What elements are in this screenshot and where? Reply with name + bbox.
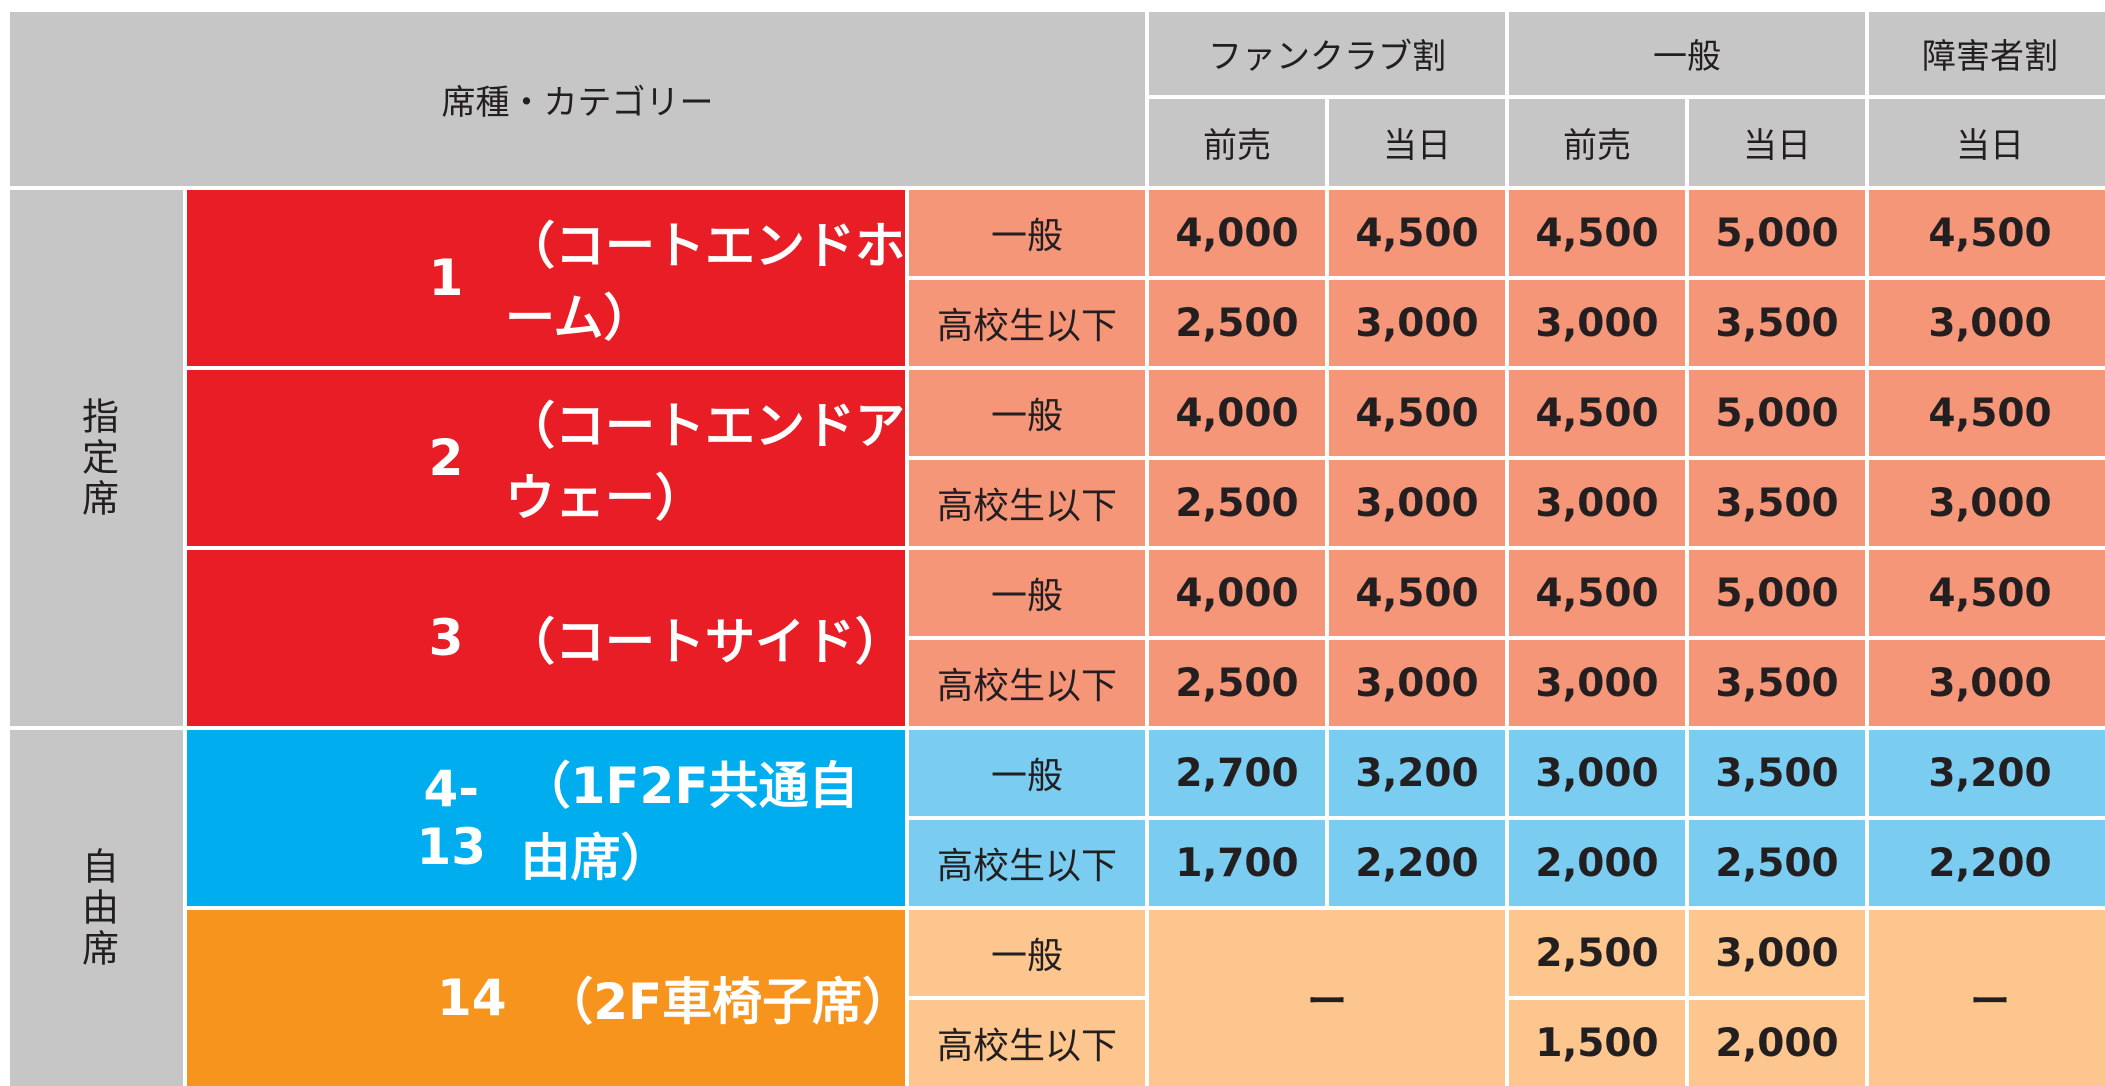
category-header: 席種・カテゴリー bbox=[10, 12, 1145, 186]
row-label-student: 高校生以下 bbox=[909, 820, 1145, 906]
price-cell: 2,200 bbox=[1869, 820, 2105, 906]
price-cell: 2,500 bbox=[1149, 460, 1325, 546]
price-cell: 4,000 bbox=[1149, 190, 1325, 276]
category-label: （コートエンドアウェー） bbox=[505, 397, 905, 527]
price-cell: 2,200 bbox=[1329, 820, 1505, 906]
price-cell: 3,000 bbox=[1329, 460, 1505, 546]
category-number: 2 bbox=[428, 429, 464, 487]
price-cell: 2,500 bbox=[1689, 820, 1865, 906]
category-label: （コートエンドホーム） bbox=[505, 217, 905, 347]
row-label-student: 高校生以下 bbox=[909, 280, 1145, 366]
disability-day-header: 当日 bbox=[1869, 99, 2105, 186]
price-cell: 3,000 bbox=[1689, 910, 1865, 996]
price-cell: 2,500 bbox=[1149, 640, 1325, 726]
category-3: 3 （コートサイド） bbox=[187, 550, 905, 726]
price-cell: 3,000 bbox=[1869, 460, 2105, 546]
price-cell: 3,500 bbox=[1689, 730, 1865, 816]
general-advance-header: 前売 bbox=[1509, 99, 1685, 186]
section-reserved: 指定席 bbox=[10, 190, 183, 726]
price-cell: 2,000 bbox=[1509, 820, 1685, 906]
price-cell: 4,500 bbox=[1869, 370, 2105, 456]
category-number: 4-13 bbox=[416, 760, 487, 876]
price-cell: 4,500 bbox=[1869, 190, 2105, 276]
price-cell: 2,500 bbox=[1149, 280, 1325, 366]
price-cell: 5,000 bbox=[1689, 370, 1865, 456]
price-cell: 3,000 bbox=[1509, 640, 1685, 726]
not-available-disability: ー bbox=[1869, 910, 2105, 1086]
price-cell: 5,000 bbox=[1689, 190, 1865, 276]
price-cell: 4,500 bbox=[1329, 370, 1505, 456]
price-cell: 4,000 bbox=[1149, 370, 1325, 456]
ticket-price-table: 席種・カテゴリー ファンクラブ割 一般 障害者割 前売 当日 前売 当日 当日 … bbox=[10, 12, 2105, 1086]
category-label: （1F2F共通自由席） bbox=[520, 757, 859, 887]
price-cell: 3,000 bbox=[1509, 730, 1685, 816]
price-cell: 2,700 bbox=[1149, 730, 1325, 816]
general-header: 一般 bbox=[1509, 12, 1865, 95]
row-label-adult: 一般 bbox=[909, 550, 1145, 636]
category-label: （2F車椅子席） bbox=[543, 973, 913, 1031]
row-label-adult: 一般 bbox=[909, 370, 1145, 456]
fanclub-advance-header: 前売 bbox=[1149, 99, 1325, 186]
row-label-student: 高校生以下 bbox=[909, 1000, 1145, 1086]
price-cell: 4,500 bbox=[1329, 550, 1505, 636]
category-14: 14 （2F車椅子席） bbox=[187, 910, 913, 1086]
price-cell: 4,500 bbox=[1329, 190, 1505, 276]
price-cell: 1,700 bbox=[1149, 820, 1325, 906]
price-cell: 3,200 bbox=[1329, 730, 1505, 816]
price-cell: 3,000 bbox=[1869, 280, 2105, 366]
price-cell: 3,200 bbox=[1869, 730, 2105, 816]
row-label-student: 高校生以下 bbox=[909, 640, 1145, 726]
price-cell: 3,500 bbox=[1689, 640, 1865, 726]
row-label-student: 高校生以下 bbox=[909, 460, 1145, 546]
not-available-fanclub: ー bbox=[1149, 910, 1505, 1086]
category-4-13: 4-13 （1F2F共通自由席） bbox=[187, 730, 905, 906]
price-cell: 4,500 bbox=[1509, 550, 1685, 636]
row-label-adult: 一般 bbox=[909, 730, 1145, 816]
price-cell: 3,500 bbox=[1689, 280, 1865, 366]
price-cell: 4,500 bbox=[1869, 550, 2105, 636]
price-cell: 3,000 bbox=[1329, 640, 1505, 726]
disability-header: 障害者割 bbox=[1869, 12, 2105, 95]
price-cell: 3,500 bbox=[1689, 460, 1865, 546]
row-label-adult: 一般 bbox=[909, 190, 1145, 276]
price-cell: 1,500 bbox=[1509, 1000, 1685, 1086]
category-number: 3 bbox=[428, 609, 464, 667]
price-cell: 2,000 bbox=[1689, 1000, 1865, 1086]
price-cell: 2,500 bbox=[1509, 910, 1685, 996]
fanclub-day-header: 当日 bbox=[1329, 99, 1505, 186]
fanclub-header: ファンクラブ割 bbox=[1149, 12, 1505, 95]
price-cell: 4,500 bbox=[1509, 190, 1685, 276]
category-number: 14 bbox=[437, 969, 507, 1027]
category-number: 1 bbox=[428, 249, 464, 307]
row-label-adult: 一般 bbox=[909, 910, 1145, 996]
category-label: （コートサイド） bbox=[505, 613, 905, 671]
price-cell: 5,000 bbox=[1689, 550, 1865, 636]
general-day-header: 当日 bbox=[1689, 99, 1865, 186]
section-unreserved: 自由席 bbox=[10, 730, 183, 1086]
price-cell: 4,000 bbox=[1149, 550, 1325, 636]
price-cell: 3,000 bbox=[1869, 640, 2105, 726]
price-cell: 3,000 bbox=[1509, 460, 1685, 546]
price-cell: 3,000 bbox=[1329, 280, 1505, 366]
category-2: 2 （コートエンドアウェー） bbox=[187, 370, 905, 546]
category-1: 1 （コートエンドホーム） bbox=[187, 190, 905, 366]
price-cell: 4,500 bbox=[1509, 370, 1685, 456]
price-cell: 3,000 bbox=[1509, 280, 1685, 366]
